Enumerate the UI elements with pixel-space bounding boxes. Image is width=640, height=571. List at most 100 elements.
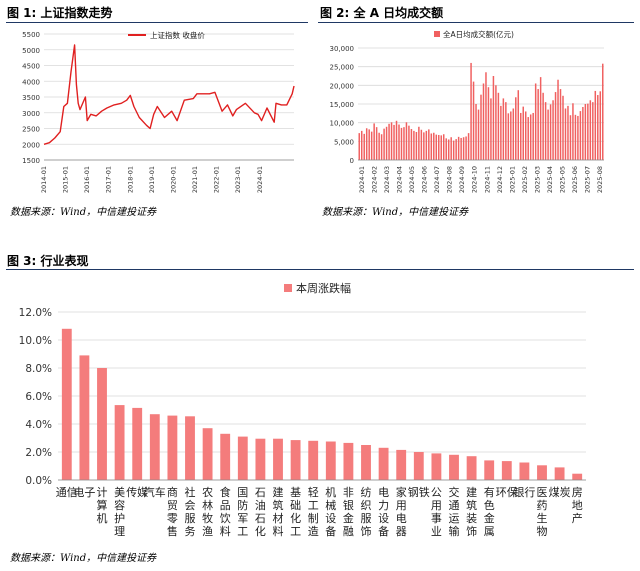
industry-bar bbox=[466, 456, 477, 480]
turnover-bar bbox=[482, 83, 485, 160]
turnover-bar bbox=[385, 126, 388, 160]
turnover-bar bbox=[363, 133, 365, 160]
y-tick-label: 2.0% bbox=[25, 447, 52, 459]
category-label: 环保 bbox=[496, 485, 518, 499]
y-tick-label: 3500 bbox=[22, 94, 40, 102]
turnover-bar bbox=[445, 138, 447, 160]
turnover-bar bbox=[597, 95, 599, 160]
turnover-bar bbox=[472, 81, 475, 160]
x-tick-label: 2018-01 bbox=[126, 166, 134, 193]
category-label: 通信 bbox=[56, 486, 78, 499]
category-label: 社会服务 bbox=[185, 485, 196, 538]
turnover-bar bbox=[475, 104, 477, 160]
x-tick-label: 2024-07 bbox=[433, 166, 441, 193]
industry-bar bbox=[132, 407, 143, 480]
category-label: 纺织服饰 bbox=[361, 485, 372, 538]
turnover-bar bbox=[393, 124, 395, 160]
y-tick-label: 8.0% bbox=[25, 363, 52, 375]
turnover-bar bbox=[465, 136, 467, 160]
turnover-bar bbox=[368, 129, 370, 160]
x-tick-label: 2014-01 bbox=[40, 166, 48, 193]
industry-bar bbox=[308, 440, 319, 480]
x-tick-label: 2024-10 bbox=[471, 166, 479, 193]
turnover-bar bbox=[400, 127, 403, 160]
x-tick-label: 2024-04 bbox=[396, 166, 404, 193]
x-tick-label: 2024-03 bbox=[383, 166, 391, 193]
legend-label: 本周涨跌幅 bbox=[296, 281, 351, 295]
category-label: 公用事业 bbox=[431, 486, 442, 538]
category-label: 基础化工 bbox=[290, 486, 301, 538]
turnover-bar bbox=[413, 130, 415, 160]
figure-3-title: 图 3: 行业表现 bbox=[7, 252, 89, 269]
figure-3-label: 图 3: bbox=[7, 254, 37, 268]
x-tick-label: 2017-01 bbox=[105, 166, 113, 193]
turnover-bar bbox=[554, 92, 557, 160]
turnover-bar bbox=[510, 111, 512, 160]
turnover-bar bbox=[398, 124, 400, 160]
turnover-bar bbox=[594, 90, 597, 160]
turnover-bar bbox=[512, 108, 515, 160]
turnover-bar bbox=[529, 114, 532, 160]
turnover-bar bbox=[390, 122, 393, 160]
turnover-bar bbox=[470, 62, 472, 160]
industry-bar bbox=[273, 438, 283, 480]
turnover-bar bbox=[410, 129, 413, 160]
turnover-bar bbox=[455, 139, 457, 160]
industry-bar bbox=[255, 438, 266, 480]
turnover-bar bbox=[440, 135, 442, 160]
industry-bar bbox=[167, 415, 178, 480]
figure-2-source: 数据来源：Wind，中信建投证券 bbox=[322, 207, 469, 218]
y-tick-label: 3000 bbox=[22, 110, 40, 118]
industry-bar bbox=[149, 414, 160, 480]
y-tick-label: 6.0% bbox=[25, 391, 52, 403]
figure-1-title: 图 1: 上证指数走势 bbox=[7, 4, 113, 21]
y-tick-label: 5,000 bbox=[334, 138, 354, 146]
industry-bar bbox=[554, 467, 565, 480]
x-tick-label: 2015-01 bbox=[62, 166, 70, 193]
y-tick-label: 5500 bbox=[22, 31, 40, 39]
y-tick-label: 2000 bbox=[22, 141, 40, 149]
category-label: 建筑材料 bbox=[273, 485, 284, 538]
y-tick-label: 10.0% bbox=[19, 335, 52, 347]
turnover-bar bbox=[599, 91, 602, 160]
x-tick-label: 2021-01 bbox=[191, 166, 199, 193]
y-tick-label: 1500 bbox=[22, 157, 40, 165]
turnover-bar bbox=[587, 103, 589, 160]
category-label: 家用电器 bbox=[396, 485, 407, 538]
turnover-bar bbox=[574, 114, 577, 160]
category-label: 计算机 bbox=[97, 486, 108, 525]
turnover-bar bbox=[520, 112, 522, 160]
x-tick-label: 2024-06 bbox=[421, 166, 429, 193]
turnover-bar bbox=[408, 125, 410, 160]
industry-bar bbox=[537, 465, 547, 480]
category-label: 石油石化 bbox=[255, 486, 266, 538]
turnover-bar bbox=[365, 128, 368, 160]
category-label: 交通运输 bbox=[449, 485, 460, 538]
turnover-bar bbox=[502, 98, 505, 160]
turnover-bar bbox=[418, 126, 420, 160]
turnover-bar bbox=[375, 127, 378, 160]
legend-label: 全A日均成交额(亿元) bbox=[443, 29, 514, 39]
category-label: 煤炭 bbox=[549, 486, 571, 499]
turnover-bar bbox=[388, 123, 390, 160]
turnover-bar bbox=[572, 103, 574, 160]
x-tick-label: 2025-02 bbox=[521, 166, 529, 193]
x-tick-label: 2025-01 bbox=[508, 166, 516, 193]
category-label: 汽车 bbox=[144, 485, 166, 499]
y-tick-label: 4.0% bbox=[25, 419, 52, 431]
figure-3-source: 数据来源：Wind，中信建投证券 bbox=[10, 553, 157, 564]
x-tick-label: 2020-01 bbox=[169, 166, 177, 193]
turnover-bar bbox=[435, 134, 438, 160]
turnover-bar bbox=[442, 134, 445, 160]
turnover-bar bbox=[358, 133, 360, 160]
figure-2-rule bbox=[318, 22, 634, 23]
industry-bar bbox=[79, 355, 90, 480]
figure-1-label: 图 1: bbox=[7, 6, 37, 20]
turnover-bar bbox=[477, 109, 480, 160]
category-label: 电子 bbox=[73, 486, 95, 499]
category-label: 非银金融 bbox=[343, 486, 354, 538]
figure-3-rule bbox=[6, 269, 634, 270]
figure-1-source: 数据来源：Wind，中信建投证券 bbox=[10, 207, 157, 218]
category-label: 建筑装饰 bbox=[466, 485, 477, 538]
x-tick-label: 2024-08 bbox=[446, 166, 454, 193]
